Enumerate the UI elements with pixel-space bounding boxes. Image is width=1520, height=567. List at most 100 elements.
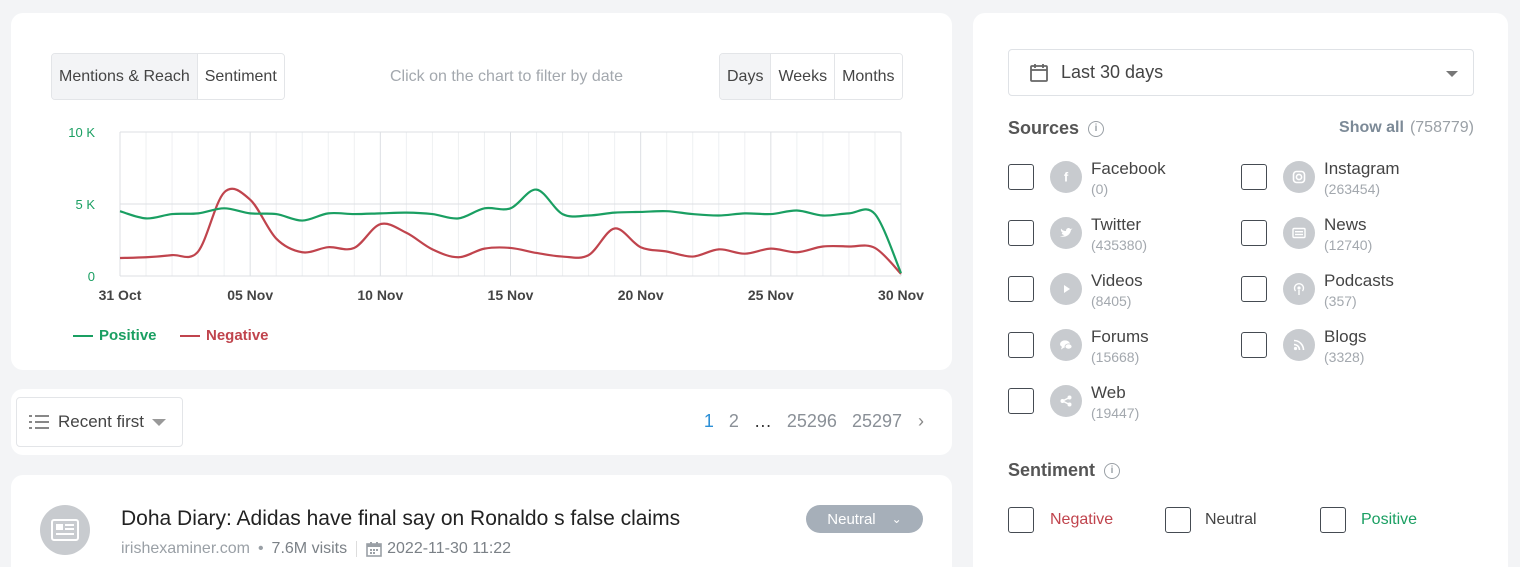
source-blogs-count: (3328): [1324, 349, 1365, 365]
info-icon[interactable]: i: [1088, 120, 1105, 137]
svg-text:f: f: [1064, 170, 1069, 185]
twitter-icon: [1050, 217, 1082, 249]
source-podcasts-count: (357): [1324, 293, 1357, 309]
source-twitter-label[interactable]: Twitter: [1091, 215, 1142, 234]
news-icon: [51, 519, 79, 541]
meta-divider: [356, 541, 358, 557]
legend-negative-swatch: [180, 334, 200, 337]
sentiment-neutral-label[interactable]: Neutral: [1205, 511, 1257, 528]
list-order-icon: [29, 415, 49, 429]
source-web-checkbox[interactable]: [1008, 388, 1034, 414]
series-line-negative: [119, 187, 902, 275]
show-all-link[interactable]: Show all: [1339, 119, 1404, 136]
page-25297[interactable]: 25297: [851, 411, 902, 431]
show-all-sources: Show all (758779): [1339, 119, 1474, 137]
calendar-icon: [366, 542, 382, 557]
source-twitter-count: (435380): [1091, 237, 1148, 253]
forum-icon: [1050, 329, 1082, 361]
series-line-positive: [119, 188, 903, 274]
rss-icon: [1283, 329, 1315, 361]
sources-heading: Sources i: [1008, 118, 1105, 139]
source-instagram-label[interactable]: Instagram: [1324, 159, 1400, 178]
x-tick-label: 15 Nov: [488, 287, 534, 303]
period-tabs: Days Weeks Months: [719, 53, 903, 100]
tab-sentiment[interactable]: Sentiment: [197, 54, 284, 99]
date-range-value: Last 30 days: [1061, 62, 1164, 82]
sentiment-line-chart[interactable]: 10 K 5 K 0 31 Oct 05 Nov 10 Nov 15 Nov 20 Nov 25…: [11, 13, 952, 370]
article-title[interactable]: Doha Diary: Adidas have final say on Ron…: [121, 507, 681, 530]
sentiment-select[interactable]: Neutral ⌄: [806, 505, 923, 533]
page-2[interactable]: 2: [728, 411, 739, 431]
date-range-select[interactable]: Last 30 days: [1008, 49, 1474, 96]
play-icon: [1050, 273, 1082, 305]
x-tick-label: 30 Nov: [878, 287, 924, 303]
source-news-count: (12740): [1324, 237, 1373, 253]
sources-heading-label: Sources: [1008, 118, 1080, 138]
source-web-label[interactable]: Web: [1091, 383, 1126, 402]
sentiment-negative-checkbox[interactable]: [1008, 507, 1034, 533]
sentiment-chart-panel: Mentions & Reach Sentiment Click on the …: [11, 13, 952, 370]
tab-days[interactable]: Days: [720, 54, 772, 99]
source-web-count: (19447): [1091, 405, 1140, 421]
facebook-icon: f: [1050, 161, 1082, 193]
source-instagram-checkbox[interactable]: [1241, 164, 1267, 190]
calendar-icon: [1030, 63, 1048, 82]
list-toolbar: Recent first 1 2 … 25296 25297 ›: [11, 389, 952, 455]
news-icon: [1283, 217, 1315, 249]
x-tick-label: 10 Nov: [357, 287, 403, 303]
source-news-checkbox[interactable]: [1241, 220, 1267, 246]
article-visits: 7.6M visits: [271, 540, 348, 557]
source-facebook-label[interactable]: Facebook: [1091, 159, 1166, 178]
source-forums-checkbox[interactable]: [1008, 332, 1034, 358]
sentiment-neutral-checkbox[interactable]: [1165, 507, 1191, 533]
source-videos-label[interactable]: Videos: [1091, 271, 1143, 290]
legend-positive-label: Positive: [99, 327, 157, 344]
sentiment-heading-label: Sentiment: [1008, 460, 1096, 480]
source-instagram-count: (263454): [1324, 181, 1381, 197]
show-all-count: (758779): [1409, 119, 1474, 136]
chevron-down-icon: ⌄: [891, 512, 902, 526]
source-facebook-checkbox[interactable]: [1008, 164, 1034, 190]
source-podcasts-label[interactable]: Podcasts: [1324, 271, 1394, 290]
source-videos-checkbox[interactable]: [1008, 276, 1034, 302]
sentiment-heading: Sentiment i: [1008, 460, 1121, 481]
legend-negative[interactable]: Negative: [180, 327, 269, 344]
sentiment-positive-label[interactable]: Positive: [1361, 511, 1418, 528]
pagination: 1 2 … 25296 25297 ›: [689, 411, 924, 432]
mention-card: Doha Diary: Adidas have final say on Ron…: [11, 475, 952, 567]
y-tick-label: 0: [88, 269, 95, 284]
page-25296[interactable]: 25296: [786, 411, 837, 431]
page-1[interactable]: 1: [703, 411, 714, 431]
source-facebook-count: (0): [1091, 181, 1109, 197]
sort-label: Recent first: [58, 412, 144, 431]
filters-panel: Last 30 days Sources i Show all (758779)…: [973, 13, 1508, 567]
x-tick-label: 20 Nov: [618, 287, 664, 303]
page-ellipsis: …: [753, 411, 772, 431]
sort-dropdown[interactable]: Recent first: [16, 397, 183, 447]
next-page-icon[interactable]: ›: [918, 411, 924, 431]
y-tick-label: 10 K: [68, 125, 95, 140]
tab-months[interactable]: Months: [835, 54, 902, 99]
chevron-down-icon: [1446, 71, 1458, 77]
source-blogs-checkbox[interactable]: [1241, 332, 1267, 358]
x-tick-label: 05 Nov: [227, 287, 273, 303]
metric-tabs: Mentions & Reach Sentiment: [51, 53, 285, 100]
source-blogs-label[interactable]: Blogs: [1324, 327, 1367, 346]
info-icon[interactable]: i: [1104, 462, 1121, 479]
share-icon: [1050, 385, 1082, 417]
tab-mentions-reach[interactable]: Mentions & Reach: [52, 54, 198, 99]
tab-weeks[interactable]: Weeks: [771, 54, 836, 99]
sentiment-positive-checkbox[interactable]: [1320, 507, 1346, 533]
instagram-icon: [1283, 161, 1315, 193]
source-podcasts-checkbox[interactable]: [1241, 276, 1267, 302]
source-forums-label[interactable]: Forums: [1091, 327, 1149, 346]
x-tick-label: 25 Nov: [748, 287, 794, 303]
y-tick-label: 5 K: [75, 197, 95, 212]
sentiment-value: Neutral: [827, 510, 876, 528]
sentiment-negative-label[interactable]: Negative: [1050, 511, 1114, 528]
legend-positive[interactable]: Positive: [73, 327, 157, 344]
article-source[interactable]: irishexaminer.com: [121, 540, 250, 557]
source-news-label[interactable]: News: [1324, 215, 1367, 234]
podcast-icon: [1283, 273, 1315, 305]
source-twitter-checkbox[interactable]: [1008, 220, 1034, 246]
